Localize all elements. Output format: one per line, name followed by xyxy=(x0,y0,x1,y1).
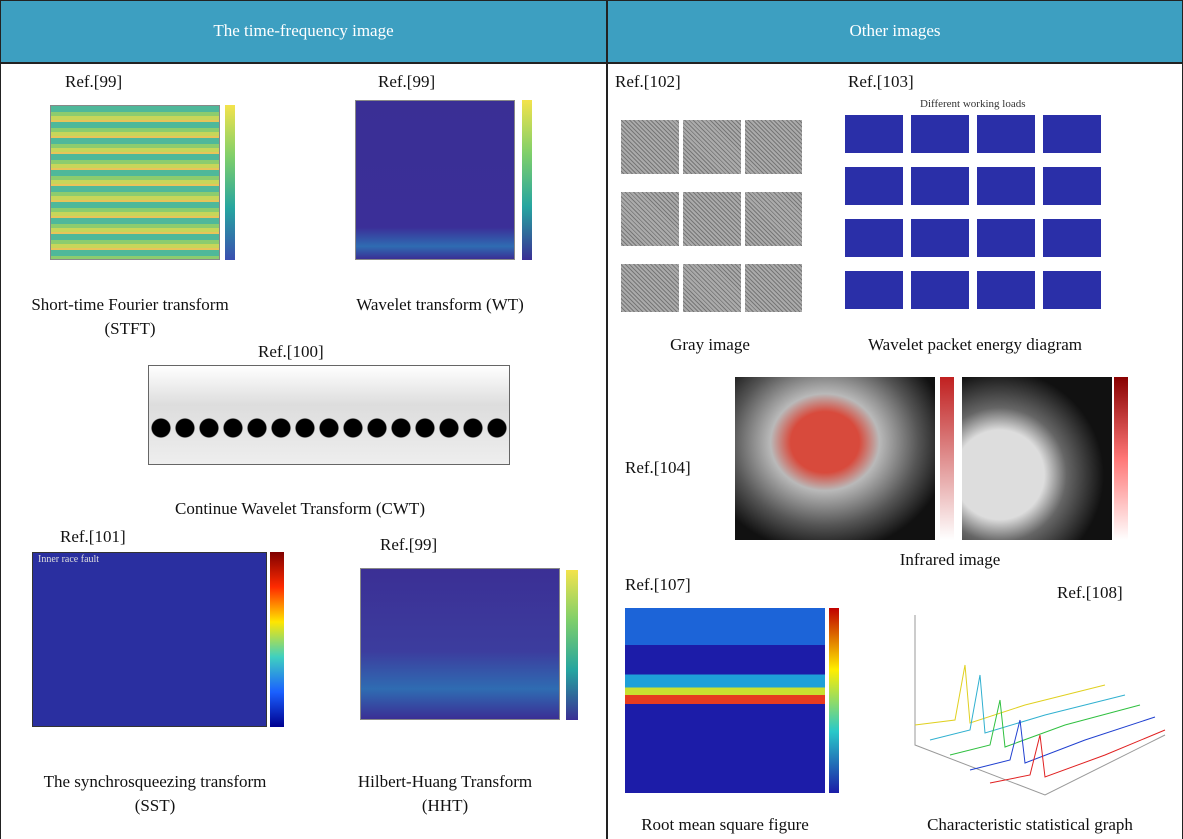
trace xyxy=(949,699,1141,756)
caption: Gray image xyxy=(670,335,750,354)
colorbar xyxy=(225,105,235,260)
ref-label: Ref.[99] xyxy=(65,72,123,91)
wavelet-packet-image xyxy=(845,115,1105,320)
colorbar xyxy=(522,100,532,260)
cwt-image xyxy=(148,365,510,465)
ref-label: Ref.[102] xyxy=(615,72,681,91)
ref-label: Ref.[100] xyxy=(258,342,324,361)
sst-image xyxy=(32,552,267,727)
colorbar xyxy=(829,608,839,793)
infrared-image-1 xyxy=(735,377,935,540)
ref-label: Ref.[104] xyxy=(625,458,691,477)
border-left xyxy=(0,0,1,839)
statistical-graph xyxy=(914,615,1166,796)
ref-label: Ref.[103] xyxy=(848,72,914,91)
header-right: Other images xyxy=(607,0,1183,62)
ref-label: Ref.[99] xyxy=(380,535,438,554)
caption: Hilbert-Huang Transform (HHT) xyxy=(357,772,533,815)
gray-image xyxy=(617,102,802,312)
trace xyxy=(929,674,1126,741)
caption: Infrared image xyxy=(899,550,1001,569)
colorbar xyxy=(270,552,284,727)
header-left: The time-frequency image xyxy=(0,0,607,62)
rms-image xyxy=(625,608,825,793)
ref-label: Ref.[108] xyxy=(1057,583,1123,602)
colorbar xyxy=(940,377,954,540)
column-divider xyxy=(606,0,608,839)
image-note: Inner race fault xyxy=(38,554,100,565)
axes xyxy=(914,615,1166,796)
caption: The synchrosqueezing transform (SST) xyxy=(43,772,267,815)
colorbar xyxy=(1114,377,1128,540)
ref-label: Ref.[99] xyxy=(378,72,436,91)
trace xyxy=(914,664,1106,726)
hht-image xyxy=(360,568,560,720)
ref-label: Ref.[107] xyxy=(625,575,691,594)
trace xyxy=(989,729,1166,784)
caption: Short-time Fourier transform (STFT) xyxy=(31,295,229,338)
ref-label: Ref.[101] xyxy=(60,527,126,546)
wt-image xyxy=(355,100,515,260)
caption: Root mean square figure xyxy=(641,815,809,834)
image-note: Different working loads xyxy=(920,98,1026,110)
caption: Wavelet packet energy diagram xyxy=(867,335,1083,354)
caption: Continue Wavelet Transform (CWT) xyxy=(175,499,425,518)
infrared-image-2 xyxy=(962,377,1112,540)
border-top xyxy=(0,0,1183,1)
trace xyxy=(969,716,1156,771)
caption: Wavelet transform (WT) xyxy=(356,295,524,314)
stft-image xyxy=(50,105,220,260)
header-border xyxy=(0,62,1183,64)
caption: Characteristic statistical graph xyxy=(927,815,1133,834)
colorbar xyxy=(566,570,578,720)
